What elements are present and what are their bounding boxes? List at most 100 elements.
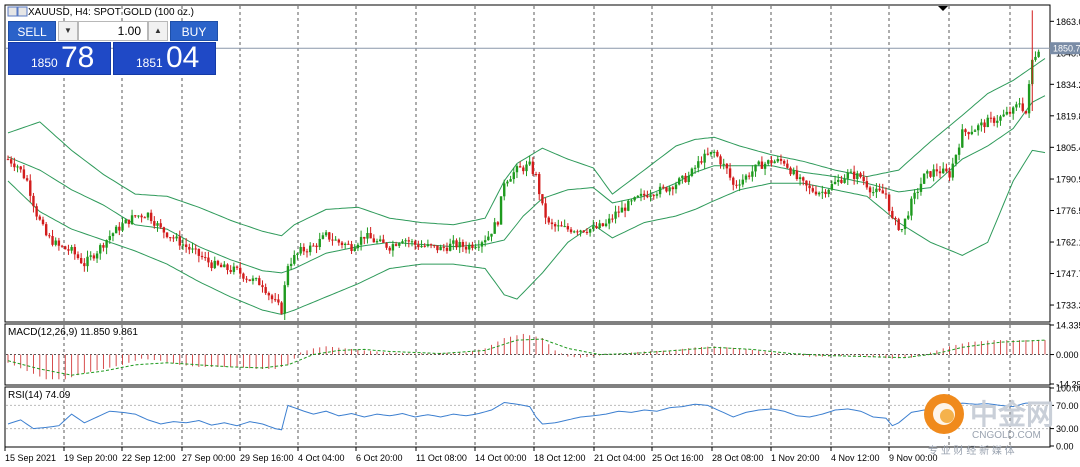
candle-body [493,222,496,234]
bollinger-upper [7,58,1046,237]
candle-body [175,236,178,239]
candle-body [732,177,735,185]
candle-body [267,293,271,296]
candle-body [111,233,115,237]
candle-body [547,217,550,223]
buy-button[interactable]: BUY [170,21,218,41]
candle-body [534,173,538,175]
candle-body [436,245,439,251]
candle-body [83,263,86,267]
buy-price-box[interactable]: 1851 04 [113,41,216,75]
time-tick-label: 11 Oct 08:00 [416,453,467,463]
candle-body [286,266,290,286]
candle-body [114,226,118,234]
candle-body [178,236,181,246]
candle-body [795,170,799,180]
candle-body [35,206,38,217]
time-tick-label: 22 Sep 12:00 [122,453,176,463]
candle-body [474,246,477,249]
candle-body [999,116,1002,121]
candle-body [824,191,827,195]
macd-signal-line [7,338,1046,376]
candle-body [382,239,385,243]
candle-body [948,171,951,178]
candle-body [162,227,166,233]
candle-body [1002,114,1005,117]
time-tick-label: 29 Sep 16:00 [240,453,294,463]
candle-body [181,244,185,246]
candle-body [878,188,881,191]
candle-body [44,224,48,236]
candle-body [22,169,26,179]
candle-body [153,221,156,226]
candle-body [681,175,684,179]
candle-body [251,278,255,281]
candle-body [633,197,636,201]
candle-body [573,231,576,233]
candle-body [483,240,487,243]
candlestick-series [6,10,1040,321]
candle-body [916,191,919,193]
candle-body [226,264,229,271]
candle-body [951,163,954,178]
candle-body [767,160,770,164]
candle-body [700,161,703,163]
candle-body [312,245,315,247]
candle-body [448,243,452,251]
candle-body [223,264,226,268]
candle-body [996,120,999,123]
candle-body [1011,107,1015,114]
candle-body [875,188,878,193]
candle-body [846,172,849,179]
sell-button[interactable]: SELL [8,21,56,41]
candle-body [70,247,73,251]
candle-body [716,151,719,157]
lot-increase-icon[interactable]: ▲ [148,21,168,41]
candle-body [394,244,398,246]
candle-body [102,245,105,248]
candle-body [89,255,92,257]
candle-body [805,180,808,186]
candle-body [401,241,404,244]
candle-body [894,218,897,220]
candle-body [722,163,725,165]
candle-body [108,236,111,241]
time-axis: 15 Sep 2021 19 Sep 20:00 22 Sep 12:00 27 Se… [4,447,938,463]
candle-body [512,172,515,180]
sell-price-prefix: 1850 [31,56,58,70]
candle-body [29,180,32,196]
candle-body [942,168,945,174]
candle-body [57,240,61,246]
candle-body [54,240,57,245]
candle-body [913,192,916,199]
candle-body [232,266,236,272]
candle-body [200,255,204,258]
candle-body [712,151,716,153]
candle-body [980,122,983,126]
sell-price-box[interactable]: 1850 78 [8,41,111,75]
candle-body [283,285,286,314]
price-tick-label: 1747.7 [1056,269,1080,279]
chart-shift-marker-icon[interactable] [938,6,948,11]
candle-body [563,226,566,228]
time-tick-label: 25 Oct 16:00 [652,453,704,463]
candle-body [172,237,175,239]
candle-body [585,231,589,233]
candle-body [461,241,465,247]
candle-body [452,240,455,244]
candle-body [471,244,474,249]
time-tick-label: 21 Oct 04:00 [594,453,646,463]
candle-body [817,192,821,195]
candle-body [690,168,694,176]
lot-decrease-icon[interactable]: ▼ [58,21,78,41]
candle-body [264,287,267,294]
candle-body [751,171,754,177]
candle-body [964,129,967,133]
candle-body [130,215,134,225]
candle-body [833,181,837,185]
candle-body [194,248,197,250]
lot-size-input[interactable] [78,21,148,41]
candle-body [207,257,210,263]
candle-body [897,219,900,230]
